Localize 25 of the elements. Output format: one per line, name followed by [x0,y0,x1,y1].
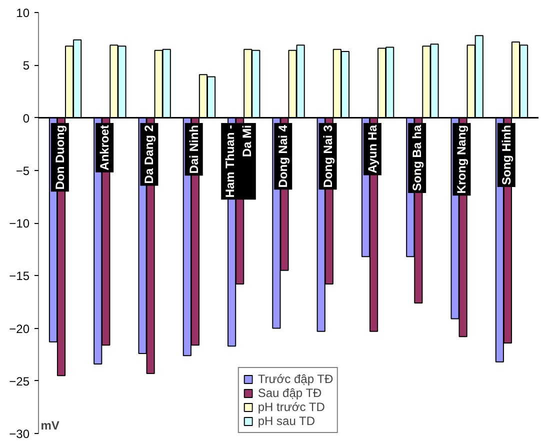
y-tick-label: 10 [16,6,30,20]
x-tick-label: Song Hinh [499,125,514,185]
x-tick-label: Dong Nai 3 [320,124,335,188]
y-tick-label: −10 [9,216,30,230]
legend-label: Sau đập TĐ [258,386,322,400]
x-tick-label: Ham Thuan - Da Mi [223,125,254,198]
legend-label: pH sau TD [258,414,316,428]
x-tick-label: Ankroet [98,125,112,170]
y-axis-title: mV [40,418,60,432]
x-tick-label: Dai Ninh [186,125,201,174]
x-tick-label: Krong Nang [454,125,469,194]
y-tick-label: −5 [16,164,30,178]
y-tick-label: −15 [9,269,30,284]
y-tick-label: −30 [9,427,30,441]
x-tick-label: Song Ba ha [410,124,424,192]
x-tick-label: Ayun Ha [365,124,380,174]
x-tick-label: Dong Nai 4 [276,124,290,188]
y-tick-label: −25 [9,374,30,388]
legend-label: pH trước TD [258,400,325,414]
y-tick-label: 0 [22,111,30,126]
legend-label: Trước đập TĐ [258,372,334,386]
y-tick-label: −20 [9,322,30,336]
x-tick-label: Da Dang 2 [142,124,156,184]
y-tick-label: 5 [22,58,30,73]
x-tick-label: Don Duong [52,125,67,190]
